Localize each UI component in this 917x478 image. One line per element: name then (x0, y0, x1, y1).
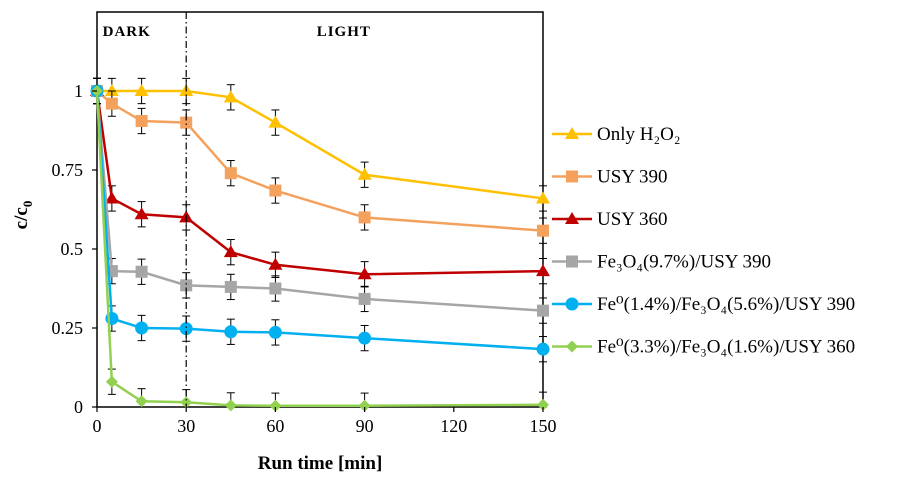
data-point (358, 211, 371, 224)
y-axis-ticks: 0 0.25 0.5 0.75 1 (52, 81, 97, 417)
x-axis-title: Run time [min] (258, 453, 383, 474)
data-point (269, 184, 282, 197)
legend-label: Fe⁰(1.4%)/Fe₃O₄(5.6%)/USY 390 (597, 294, 855, 315)
legend-entry: USY 390 (552, 167, 668, 188)
y-axis-title-subscript: 0 (20, 201, 35, 208)
data-point (358, 399, 371, 412)
legend-marker (565, 127, 579, 139)
x-tick-label: 60 (266, 416, 284, 436)
legend-entry: Fe₃O₄(9.7%)/USY 390 (552, 252, 771, 273)
x-tick-label: 30 (177, 416, 195, 436)
y-axis-title: c/c0 (11, 201, 35, 230)
y-tick-label: 0.25 (52, 318, 84, 338)
legend-entry: Fe⁰(3.3%)/Fe₃O₄(1.6%)/USY 360 (552, 337, 855, 358)
legend-entry: USY 360 (552, 209, 668, 230)
region-label: DARK (103, 24, 151, 40)
data-point (135, 395, 148, 408)
data-point (104, 84, 119, 96)
data-point (357, 267, 372, 280)
data-point (268, 115, 283, 128)
legend: Only H₂O₂ USY 390 USY 360 Fe₃O₄(9.7%)/USY 3… (552, 124, 855, 358)
data-point (358, 292, 371, 305)
data-point (269, 282, 282, 295)
legend-marker (566, 170, 578, 183)
y-axis-title-main: c/c (11, 207, 32, 229)
data-point (536, 191, 550, 204)
legend-marker (565, 212, 579, 224)
legend-entry: Only H₂O₂ (552, 124, 680, 145)
data-point (135, 265, 148, 278)
x-axis-ticks: 0 30 60 90 120 150 (93, 407, 557, 436)
y-tick-label: 0 (74, 397, 83, 417)
data-point (134, 207, 149, 220)
legend-label: Only H₂O₂ (597, 124, 680, 145)
data-point (224, 280, 237, 293)
region-label: LIGHT (317, 24, 371, 40)
data-point (105, 375, 118, 388)
data-point (537, 304, 549, 317)
legend-label: USY 390 (597, 167, 668, 188)
legend-label: Fe⁰(3.3%)/Fe₃O₄(1.6%)/USY 360 (597, 337, 855, 358)
data-point (358, 331, 372, 345)
series-2 (91, 77, 549, 244)
data-point (537, 224, 549, 237)
data-point (224, 325, 238, 339)
data-point (224, 167, 237, 180)
plot-area (96, 11, 544, 408)
x-tick-label: 120 (440, 416, 467, 436)
data-point (105, 97, 118, 110)
data-point (179, 322, 193, 336)
data-point (268, 257, 283, 270)
series-line (95, 90, 544, 407)
data-point (537, 398, 549, 411)
data-point (223, 90, 238, 103)
data-point (104, 191, 119, 204)
legend-marker (566, 255, 578, 268)
data-point (135, 321, 149, 335)
x-tick-label: 150 (530, 416, 557, 436)
y-tick-label: 0.5 (61, 239, 84, 259)
x-tick-label: 0 (93, 416, 102, 436)
data-point (224, 399, 237, 412)
y-tick-label: 0.75 (52, 160, 84, 180)
data-point (134, 84, 149, 96)
series-3 (90, 77, 550, 288)
data-point (357, 167, 372, 180)
legend-entry: Fe⁰(1.4%)/Fe₃O₄(5.6%)/USY 390 (552, 294, 855, 315)
data-point (180, 279, 193, 292)
data-point (536, 342, 550, 356)
legend-label: USY 360 (597, 209, 668, 230)
series-layer (90, 77, 550, 412)
legend-marker (565, 297, 579, 311)
legend-label: Fe₃O₄(9.7%)/USY 390 (597, 252, 771, 273)
series-6 (91, 77, 549, 412)
series-line (97, 89, 544, 200)
y-tick-label: 1 (74, 81, 83, 101)
data-point (180, 116, 193, 129)
data-point (135, 115, 148, 128)
data-point (269, 399, 282, 412)
series-4 (91, 77, 549, 324)
data-point (536, 264, 550, 277)
data-point (180, 396, 193, 409)
x-tick-label: 90 (356, 416, 374, 436)
legend-marker (566, 340, 578, 353)
series-1 (90, 77, 550, 212)
data-point (268, 325, 282, 339)
data-point (223, 245, 238, 258)
